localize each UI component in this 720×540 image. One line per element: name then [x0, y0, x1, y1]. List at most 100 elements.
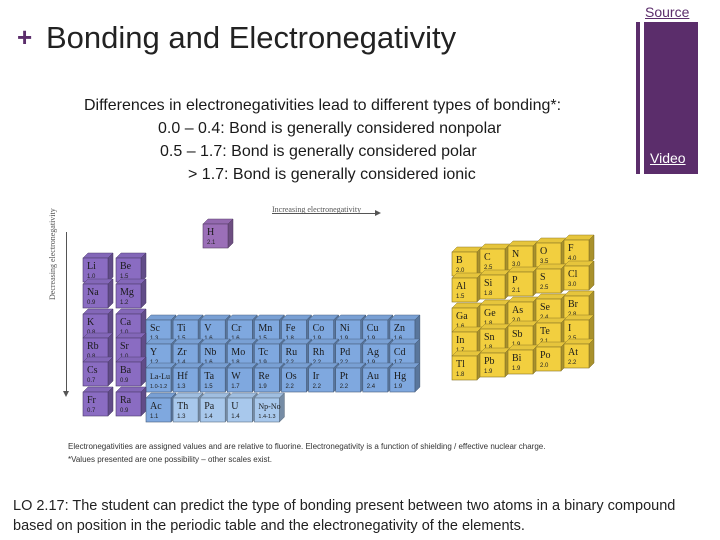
element-cell-u: U 1.4 — [226, 392, 258, 423]
element-value: 2.0 — [456, 268, 465, 274]
element-cell-la-lu: La-Lu 1.0-1.2 — [145, 362, 177, 393]
element-symbol: Sb — [512, 329, 523, 340]
source-link[interactable]: Source — [645, 4, 690, 20]
element-value: 1.7 — [394, 360, 403, 366]
element-symbol: Rh — [313, 347, 325, 358]
element-symbol: S — [540, 272, 546, 283]
element-cell-s: S 2.5 — [535, 263, 567, 294]
element-cell-sc: Sc 1.3 — [145, 314, 177, 345]
element-cell-na: Na 0.9 — [82, 278, 114, 309]
element-symbol: Br — [568, 299, 579, 310]
element-cell-cs: Cs 0.7 — [82, 356, 114, 387]
element-value: 1.7 — [231, 384, 240, 390]
element-symbol: Tc — [258, 347, 268, 358]
element-symbol: Ac — [150, 401, 162, 412]
rule-ionic: > 1.7: Bond is generally considered ioni… — [188, 166, 476, 183]
element-value: 0.9 — [120, 378, 129, 384]
element-symbol: Be — [120, 261, 132, 272]
element-value: 0.9 — [87, 300, 96, 306]
element-symbol: Ag — [367, 347, 379, 358]
element-value: 1.6 — [204, 336, 213, 342]
element-value: 1.5 — [204, 384, 213, 390]
element-cell-po: Po 2.0 — [535, 341, 567, 372]
element-cell-pa: Pa 1.4 — [199, 392, 231, 423]
element-value: 1.4-1.3 — [258, 414, 275, 420]
element-value: 1.9 — [258, 384, 267, 390]
element-symbol: H — [207, 227, 214, 238]
element-cell-ba: Ba 0.9 — [115, 356, 147, 387]
element-symbol: Cs — [87, 365, 98, 376]
element-cell-ca: Ca 1.0 — [115, 308, 147, 339]
element-cell-as: As 2.0 — [507, 296, 539, 327]
element-cell-w: W 1.7 — [226, 362, 258, 393]
element-value: 2.4 — [367, 384, 376, 390]
element-cell-bi: Bi 1.9 — [507, 344, 539, 375]
element-cell-tl: Tl 1.8 — [451, 350, 483, 381]
element-value: 1.8 — [484, 291, 493, 297]
element-value: 4.0 — [568, 256, 577, 262]
element-cell-zn: Zn 1.6 — [389, 314, 421, 345]
element-symbol: Au — [367, 371, 379, 382]
element-value: 2.2 — [313, 360, 322, 366]
rule-polar: 0.5 – 1.7: Bond is generally considered … — [160, 143, 477, 160]
element-symbol: N — [512, 249, 519, 260]
element-value: 1.8 — [456, 372, 465, 378]
element-cell-o: O 3.5 — [535, 237, 567, 268]
element-symbol: Mn — [258, 323, 272, 334]
element-cell-sr: Sr 1.0 — [115, 332, 147, 363]
element-cell-k: K 0.8 — [82, 308, 114, 339]
element-cell-rh: Rh 2.2 — [307, 338, 340, 369]
element-symbol: As — [512, 305, 523, 316]
element-value: 0.8 — [87, 330, 96, 336]
element-symbol: Zr — [177, 347, 187, 358]
element-symbol: Cu — [367, 323, 379, 334]
element-cell-ga: Ga 1.6 — [451, 302, 483, 333]
element-value: 1.8 — [484, 321, 493, 327]
element-symbol: P — [512, 275, 518, 286]
increasing-arrow — [272, 210, 381, 216]
video-link[interactable]: Video — [648, 150, 688, 166]
rule-nonpolar: 0.0 – 0.4: Bond is generally considered … — [158, 120, 502, 137]
element-symbol: Ta — [204, 371, 214, 382]
element-cell-np-no: Np-No 1.4-1.3 — [253, 392, 286, 423]
element-symbol: In — [456, 335, 464, 346]
element-symbol: At — [568, 347, 578, 358]
element-symbol: Bi — [512, 353, 522, 364]
element-symbol: Pa — [204, 401, 215, 412]
element-value: 1.6 — [394, 336, 403, 342]
element-symbol: Cd — [394, 347, 406, 358]
element-cell-c: C 2.5 — [479, 243, 511, 274]
element-cell-cu: Cu 1.9 — [362, 314, 394, 345]
element-value: 3.0 — [568, 282, 577, 288]
bonding-rules: Differences in electronegativities lead … — [60, 94, 640, 186]
element-symbol: Fe — [286, 323, 297, 334]
element-cell-ru: Ru 2.2 — [280, 338, 313, 369]
element-value: 1.3 — [177, 414, 186, 420]
element-cell-fr: Fr 0.7 — [82, 386, 114, 417]
element-symbol: La-Lu — [150, 372, 170, 381]
element-value: 1.7 — [456, 348, 465, 354]
element-value: 1.9 — [313, 336, 322, 342]
element-symbol: K — [87, 317, 95, 328]
element-value: 2.5 — [540, 285, 549, 291]
element-value: 1.0 — [120, 354, 129, 360]
element-cell-ni: Ni 1.9 — [335, 314, 367, 345]
element-cell-at: At 2.2 — [563, 338, 595, 369]
element-symbol: Re — [258, 371, 270, 382]
element-cell-cl: Cl 3.0 — [563, 260, 595, 291]
element-symbol: Os — [286, 371, 297, 382]
element-cell-mo: Mo 1.8 — [226, 338, 258, 369]
element-value: 2.5 — [484, 265, 493, 271]
page-title: Bonding and Electronegativity — [46, 20, 457, 55]
axis-label-top: Increasing electronegativity — [272, 205, 362, 214]
element-symbol: Si — [484, 278, 493, 289]
element-symbol: Pd — [340, 347, 351, 358]
element-cell-pt: Pt 2.2 — [335, 362, 367, 393]
element-value: 1.4 — [177, 360, 186, 366]
element-value: 2.5 — [568, 336, 577, 342]
element-value: 1.9 — [512, 366, 521, 372]
element-value: 2.1 — [512, 288, 521, 294]
element-symbol: Zn — [394, 323, 405, 334]
element-symbol: Po — [540, 350, 551, 361]
element-value: 1.4 — [204, 414, 213, 420]
